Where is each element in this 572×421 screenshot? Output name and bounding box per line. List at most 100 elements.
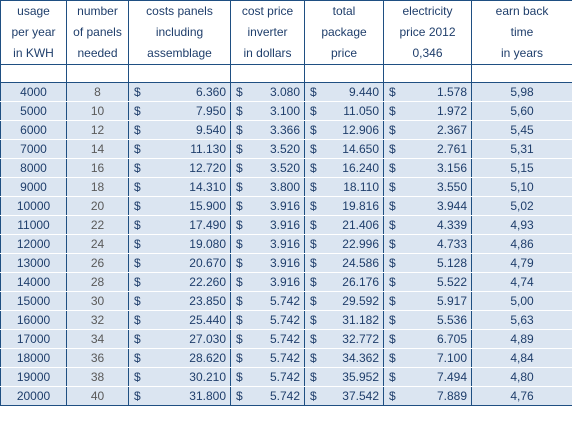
empty-cell[interactable] [383,64,472,83]
panel-cost-cell[interactable]: $17.490 [128,215,231,235]
usage-cell[interactable]: 15000 [0,291,67,311]
panel-cost-cell[interactable]: $11.130 [128,139,231,159]
inverter-cell[interactable]: $3.800 [230,177,305,197]
empty-cell[interactable] [471,64,572,83]
usage-cell[interactable]: 10000 [0,196,67,216]
inverter-cell[interactable]: $3.916 [230,196,305,216]
usage-cell[interactable]: 14000 [0,272,67,292]
electricity-cell[interactable]: $7.889 [383,386,472,406]
panel-cost-cell[interactable]: $9.540 [128,120,231,140]
earn-back-cell[interactable]: 4,89 [471,329,572,349]
electricity-cell[interactable]: $1.972 [383,101,472,121]
electricity-cell[interactable]: $1.578 [383,82,472,102]
inverter-cell[interactable]: $5.742 [230,386,305,406]
earn-back-cell[interactable]: 4,84 [471,348,572,368]
earn-back-cell[interactable]: 5,02 [471,196,572,216]
panels-cell[interactable]: 26 [66,253,129,273]
inverter-cell[interactable]: $5.742 [230,329,305,349]
panels-cell[interactable]: 36 [66,348,129,368]
panels-cell[interactable]: 24 [66,234,129,254]
panel-cost-cell[interactable]: $6.360 [128,82,231,102]
total-cell[interactable]: $24.586 [304,253,384,273]
inverter-cell[interactable]: $3.916 [230,234,305,254]
usage-cell[interactable]: 18000 [0,348,67,368]
earn-back-cell[interactable]: 5,10 [471,177,572,197]
total-cell[interactable]: $31.182 [304,310,384,330]
total-cell[interactable]: $29.592 [304,291,384,311]
panel-cost-cell[interactable]: $22.260 [128,272,231,292]
usage-cell[interactable]: 12000 [0,234,67,254]
usage-cell[interactable]: 6000 [0,120,67,140]
panel-cost-cell[interactable]: $25.440 [128,310,231,330]
panels-cell[interactable]: 18 [66,177,129,197]
inverter-cell[interactable]: $3.366 [230,120,305,140]
panels-cell[interactable]: 38 [66,367,129,387]
inverter-cell[interactable]: $3.916 [230,272,305,292]
usage-cell[interactable]: 9000 [0,177,67,197]
electricity-cell[interactable]: $3.550 [383,177,472,197]
usage-cell[interactable]: 19000 [0,367,67,387]
panel-cost-cell[interactable]: $19.080 [128,234,231,254]
panel-cost-cell[interactable]: $31.800 [128,386,231,406]
earn-back-cell[interactable]: 4,76 [471,386,572,406]
panel-cost-cell[interactable]: $28.620 [128,348,231,368]
electricity-cell[interactable]: $6.705 [383,329,472,349]
inverter-cell[interactable]: $5.742 [230,310,305,330]
usage-cell[interactable]: 11000 [0,215,67,235]
earn-back-cell[interactable]: 5,60 [471,101,572,121]
electricity-cell[interactable]: $5.536 [383,310,472,330]
empty-cell[interactable] [0,64,67,83]
inverter-cell[interactable]: $5.742 [230,291,305,311]
electricity-cell[interactable]: $4.339 [383,215,472,235]
panel-cost-cell[interactable]: $30.210 [128,367,231,387]
total-cell[interactable]: $11.050 [304,101,384,121]
earn-back-cell[interactable]: 5,63 [471,310,572,330]
total-cell[interactable]: $19.816 [304,196,384,216]
usage-cell[interactable]: 4000 [0,82,67,102]
panel-cost-cell[interactable]: $7.950 [128,101,231,121]
inverter-cell[interactable]: $3.520 [230,158,305,178]
inverter-cell[interactable]: $3.520 [230,139,305,159]
earn-back-cell[interactable]: 5,98 [471,82,572,102]
electricity-cell[interactable]: $5.128 [383,253,472,273]
panels-cell[interactable]: 14 [66,139,129,159]
usage-cell[interactable]: 8000 [0,158,67,178]
total-cell[interactable]: $35.952 [304,367,384,387]
total-cell[interactable]: $9.440 [304,82,384,102]
electricity-cell[interactable]: $5.522 [383,272,472,292]
panel-cost-cell[interactable]: $12.720 [128,158,231,178]
inverter-cell[interactable]: $3.080 [230,82,305,102]
usage-cell[interactable]: 17000 [0,329,67,349]
earn-back-cell[interactable]: 5,31 [471,139,572,159]
empty-cell[interactable] [230,64,305,83]
panel-cost-cell[interactable]: $15.900 [128,196,231,216]
total-cell[interactable]: $37.542 [304,386,384,406]
electricity-cell[interactable]: $3.156 [383,158,472,178]
panel-cost-cell[interactable]: $14.310 [128,177,231,197]
usage-cell[interactable]: 16000 [0,310,67,330]
usage-cell[interactable]: 13000 [0,253,67,273]
panels-cell[interactable]: 40 [66,386,129,406]
panels-cell[interactable]: 10 [66,101,129,121]
total-cell[interactable]: $18.110 [304,177,384,197]
earn-back-cell[interactable]: 5,00 [471,291,572,311]
electricity-cell[interactable]: $7.100 [383,348,472,368]
usage-cell[interactable]: 7000 [0,139,67,159]
earn-back-cell[interactable]: 5,15 [471,158,572,178]
earn-back-cell[interactable]: 4,86 [471,234,572,254]
total-cell[interactable]: $14.650 [304,139,384,159]
panels-cell[interactable]: 20 [66,196,129,216]
panel-cost-cell[interactable]: $27.030 [128,329,231,349]
inverter-cell[interactable]: $3.916 [230,253,305,273]
total-cell[interactable]: $12.906 [304,120,384,140]
electricity-cell[interactable]: $2.367 [383,120,472,140]
empty-cell[interactable] [128,64,231,83]
earn-back-cell[interactable]: 5,45 [471,120,572,140]
electricity-cell[interactable]: $4.733 [383,234,472,254]
total-cell[interactable]: $32.772 [304,329,384,349]
earn-back-cell[interactable]: 4,93 [471,215,572,235]
panel-cost-cell[interactable]: $23.850 [128,291,231,311]
panels-cell[interactable]: 8 [66,82,129,102]
total-cell[interactable]: $34.362 [304,348,384,368]
panels-cell[interactable]: 12 [66,120,129,140]
